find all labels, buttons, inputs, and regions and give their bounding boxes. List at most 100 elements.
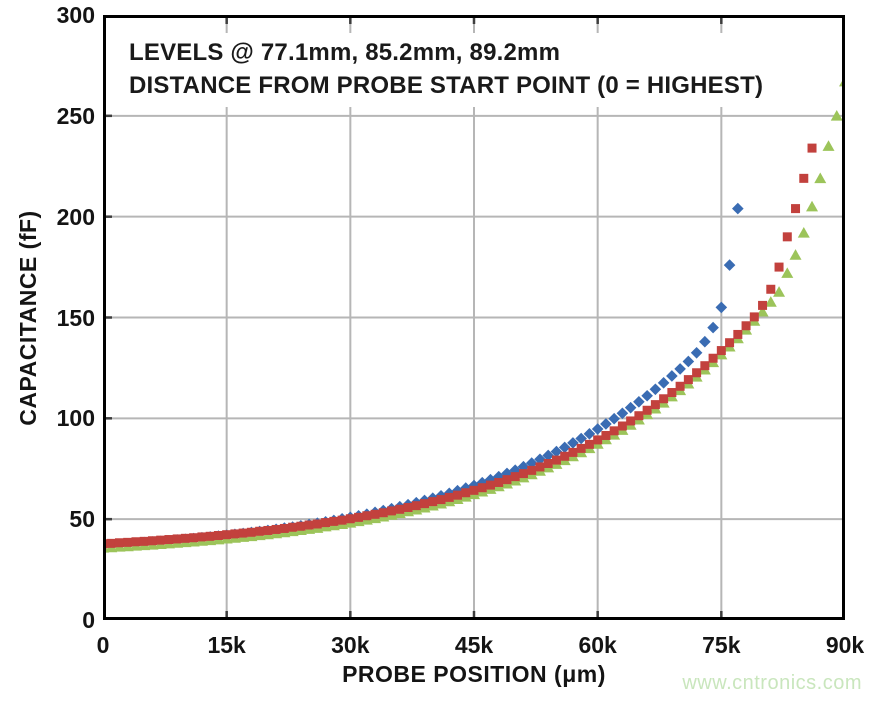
data-point-marker: [543, 459, 553, 469]
data-point-marker: [312, 519, 322, 529]
data-point-marker: [666, 370, 678, 382]
data-point-marker: [246, 527, 256, 537]
data-point-marker: [535, 462, 545, 472]
data-point-marker: [807, 143, 817, 153]
data-point-marker: [172, 534, 182, 544]
annotation-line-1: LEVELS @ 77.1mm, 85.2mm, 89.2mm: [129, 39, 561, 66]
data-point-marker: [591, 423, 604, 435]
data-point-marker: [583, 428, 596, 440]
data-point-marker: [403, 502, 413, 512]
data-point-marker: [707, 321, 719, 334]
data-point-marker: [799, 173, 809, 183]
data-point-marker: [296, 521, 306, 531]
data-point-marker: [616, 407, 629, 420]
data-point-marker: [568, 447, 578, 457]
data-point-marker: [822, 140, 835, 151]
y-tick-label: 100: [56, 405, 95, 432]
data-point-marker: [436, 495, 446, 505]
data-point-marker: [527, 465, 537, 475]
plot-frame: [103, 15, 845, 620]
chart-annotation: LEVELS @ 77.1mm, 85.2mm, 89.2mm DISTANCE…: [123, 33, 776, 107]
data-point-marker: [387, 506, 397, 516]
data-point-marker: [263, 525, 273, 535]
data-point-marker: [708, 353, 718, 363]
data-point-marker: [575, 432, 587, 445]
data-point-marker: [576, 443, 586, 453]
data-point-marker: [633, 395, 645, 408]
data-point-marker: [213, 531, 223, 541]
data-point-marker: [650, 400, 660, 410]
data-point-marker: [551, 455, 561, 465]
data-point-marker: [469, 485, 479, 495]
data-point-marker: [354, 512, 364, 522]
watermark-text: www.cntronics.com: [682, 672, 862, 694]
axis-tick-top: [720, 15, 723, 24]
data-point-marker: [642, 405, 652, 415]
data-point-marker: [716, 346, 726, 356]
data-point-marker: [781, 267, 794, 278]
data-point-marker: [609, 426, 619, 436]
data-point-marker: [477, 483, 487, 493]
data-point-marker: [518, 469, 528, 479]
data-point-marker: [756, 305, 769, 317]
data-point-marker: [428, 497, 438, 507]
axis-tick-left: [103, 517, 112, 521]
data-point-marker: [649, 383, 662, 396]
data-point-marker: [453, 490, 463, 500]
data-point-marker: [222, 530, 232, 540]
data-point-marker: [715, 301, 728, 314]
data-point-marker: [420, 499, 430, 509]
data-point-marker: [764, 296, 777, 307]
data-point-marker: [657, 377, 670, 389]
data-point-marker: [534, 453, 546, 466]
data-point-marker: [699, 335, 711, 348]
axis-tick-bottom: [349, 611, 352, 620]
x-tick-label: 30k: [331, 632, 370, 658]
data-point-marker: [560, 451, 570, 461]
data-point-marker: [288, 522, 298, 532]
data-point-marker: [830, 110, 843, 121]
data-point-marker: [723, 259, 736, 271]
data-point-marker: [123, 537, 133, 547]
data-point-marker: [517, 460, 530, 473]
data-point-marker: [692, 368, 702, 378]
data-point-marker: [542, 449, 554, 462]
data-point-marker: [601, 430, 611, 440]
x-tick-label: 45k: [454, 632, 494, 658]
data-point-marker: [700, 361, 710, 371]
x-tick-label: 90k: [825, 632, 865, 658]
x-tick-label: 60k: [578, 632, 617, 658]
data-point-marker: [304, 520, 314, 530]
data-point-marker: [608, 412, 620, 425]
data-point-marker: [197, 532, 207, 542]
data-point-marker: [683, 375, 693, 385]
data-point-marker: [494, 477, 504, 487]
annotation-line-2: DISTANCE FROM PROBE START POINT (0 = HIG…: [129, 72, 764, 99]
data-point-marker: [337, 515, 347, 525]
data-point-marker: [156, 535, 166, 545]
data-point-marker: [682, 355, 695, 368]
data-point-marker: [806, 200, 819, 212]
data-point-marker: [600, 418, 612, 430]
data-point-marker: [114, 538, 124, 548]
data-point-marker: [674, 363, 686, 375]
data-point-marker: [675, 381, 685, 391]
data-point-marker: [789, 249, 802, 260]
data-point-marker: [584, 439, 594, 449]
data-point-marker: [362, 511, 372, 521]
data-point-marker: [814, 172, 827, 184]
series-level-85-2mm: [103, 143, 817, 549]
data-point-marker: [321, 518, 331, 528]
data-point-marker: [205, 531, 215, 541]
axis-tick-bottom: [596, 611, 599, 620]
data-point-marker: [461, 488, 471, 498]
data-point-marker: [782, 232, 792, 242]
axis-tick-top: [225, 15, 228, 24]
y-tick-label: 50: [69, 506, 95, 533]
y-tick-label: 0: [82, 607, 95, 633]
data-point-marker: [189, 533, 199, 543]
data-point-marker: [725, 338, 735, 348]
data-point-marker: [758, 300, 768, 310]
data-point-marker: [558, 441, 571, 454]
data-point-marker: [345, 514, 355, 524]
